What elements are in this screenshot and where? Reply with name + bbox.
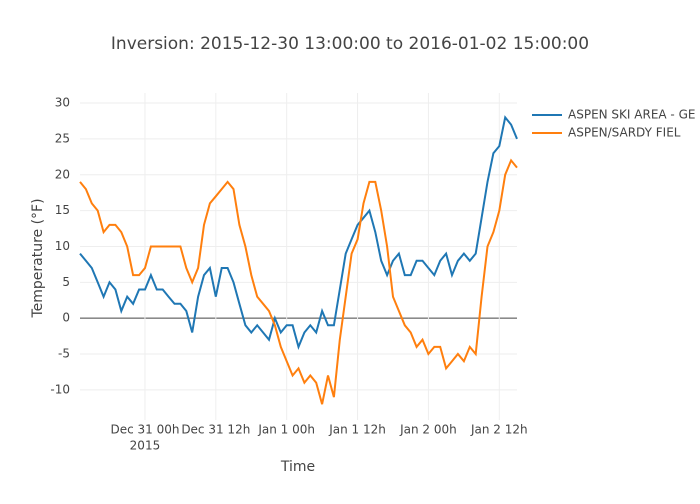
legend-label: ASPEN/SARDY FIEL xyxy=(568,126,681,140)
line xyxy=(79,115,518,351)
x-tick-label: Jan 1 00h xyxy=(257,423,315,437)
chart-title: Inversion: 2015-12-30 13:00:00 to 2016-0… xyxy=(111,34,589,54)
y-tick-label: -10 xyxy=(50,382,70,396)
y-axis-title: Temperature (°F) xyxy=(30,198,46,318)
y-tick-label: 20 xyxy=(55,167,70,181)
y-tick-label: 5 xyxy=(62,275,70,289)
x-tick-label: Jan 2 00h xyxy=(399,423,457,437)
legend-label: ASPEN SKI AREA - GE xyxy=(568,108,695,122)
x-tick-label: Jan 1 12h xyxy=(328,423,386,437)
x-year-label: 2015 xyxy=(130,439,161,453)
y-tick-label: -5 xyxy=(58,347,70,361)
y-tick-label: 15 xyxy=(55,203,70,217)
y-tick-label: 30 xyxy=(55,96,70,110)
y-tick-label: 25 xyxy=(55,131,70,145)
x-tick-label: Jan 2 12h xyxy=(470,423,528,437)
line xyxy=(79,158,518,405)
y-tick-label: 10 xyxy=(55,239,70,253)
x-tick-label: Dec 31 00h xyxy=(110,423,179,437)
x-axis-title: Time xyxy=(280,459,315,475)
y-tick-label: 0 xyxy=(62,311,70,325)
x-tick-label: Dec 31 12h xyxy=(181,423,250,437)
